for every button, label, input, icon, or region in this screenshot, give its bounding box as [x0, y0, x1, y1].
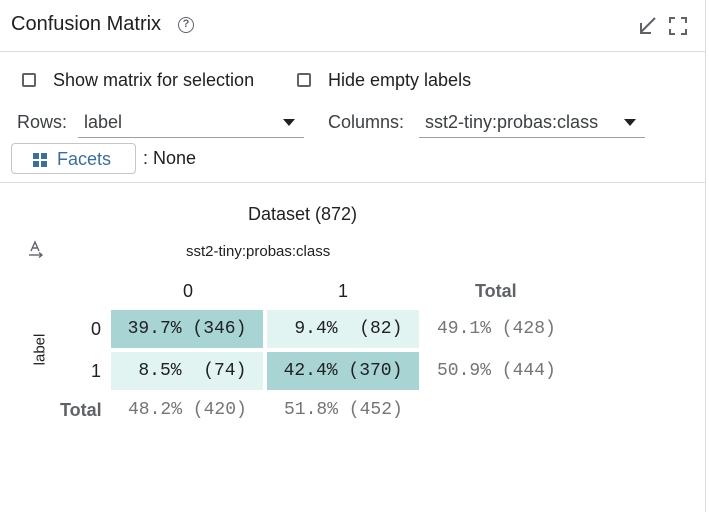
matrix-cell[interactable]: 39.7% (346)	[111, 310, 263, 348]
row-total: 49.1% (428)	[437, 319, 556, 339]
column-total: 51.8% (452)	[284, 400, 403, 420]
column-axis-label: sst2-tiny:probas:class	[186, 243, 331, 260]
rows-select-value: label	[84, 112, 123, 132]
hide-empty-label: Hide empty labels	[328, 70, 472, 90]
rows-label: Rows:	[17, 112, 68, 132]
columns-label: Columns:	[328, 112, 405, 132]
matrix-cell[interactable]: 8.5% (74)	[111, 352, 263, 390]
facets-value: : None	[143, 148, 197, 168]
columns-select[interactable]: sst2-tiny:probas:class	[419, 110, 645, 138]
matrix-cell[interactable]: 9.4% (82)	[267, 310, 419, 348]
facets-button[interactable]: Facets	[11, 143, 136, 174]
columns-select-value: sst2-tiny:probas:class	[425, 112, 599, 132]
row-header: 1	[91, 361, 102, 381]
chevron-down-icon	[283, 119, 295, 126]
hide-empty-checkbox[interactable]	[297, 73, 311, 87]
rows-select[interactable]: label	[78, 110, 304, 138]
row-axis-label: label	[31, 333, 49, 366]
panel-title: Confusion Matrix	[11, 13, 162, 35]
help-icon[interactable]: ?	[178, 17, 194, 33]
column-header: 1	[337, 281, 348, 301]
facets-button-label: Facets	[57, 149, 112, 169]
divider	[0, 182, 706, 183]
fullscreen-icon[interactable]	[668, 16, 688, 36]
column-total: 48.2% (420)	[128, 400, 247, 420]
show-matrix-checkbox[interactable]	[22, 73, 36, 87]
chevron-down-icon	[624, 119, 636, 126]
row-header: 0	[91, 319, 102, 339]
dataset-title: Dataset (872)	[248, 204, 358, 224]
matrix-cell[interactable]: 42.4% (370)	[267, 352, 419, 390]
grid-icon	[33, 153, 47, 167]
row-total: 50.9% (444)	[437, 361, 556, 381]
column-header: 0	[182, 281, 193, 301]
text-format-icon[interactable]	[28, 240, 44, 258]
collapse-arrow-icon[interactable]	[638, 16, 658, 36]
row-total-header: Total	[60, 400, 102, 420]
show-matrix-label: Show matrix for selection	[53, 70, 255, 90]
column-total-header: Total	[475, 281, 517, 301]
panel-header: Confusion Matrix ?	[0, 0, 706, 52]
